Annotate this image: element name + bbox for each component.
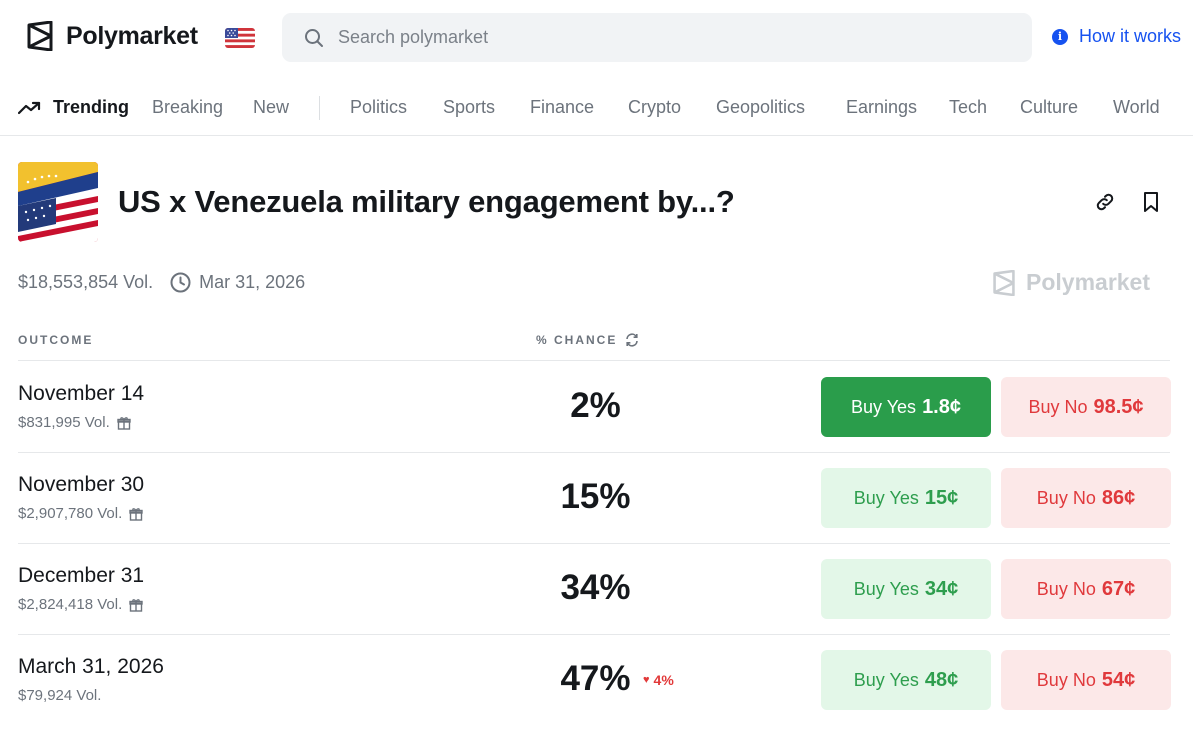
market-end-date: Mar 31, 2026 [199,272,306,292]
info-icon: i [1052,28,1068,45]
buy-yes-button[interactable]: Buy Yes 15¢ [821,468,991,528]
outcome-title: March 31, 2026 [18,655,164,678]
buy-no-button[interactable]: Buy No 98.5¢ [1001,377,1171,437]
outcome-volume: $2,907,780 Vol. [18,505,143,522]
category-nav: Trending Breaking New Politics Sports Fi… [0,86,1193,136]
outcome-row[interactable]: March 31, 2026 $79,924 Vol. 47% ♥ 4% Buy… [18,635,1171,726]
outcome-volume: $79,924 Vol. [18,687,101,704]
nav-item-label: Trending [53,97,129,117]
top-header: Polymarket i How it works [0,0,1193,76]
buy-no-button[interactable]: Buy No 54¢ [1001,650,1171,710]
buy-no-label: Buy No [1028,396,1088,417]
outcomes-table-header: OUTCOME % CHANCE [18,332,1170,361]
how-it-works-link[interactable]: i How it works [1052,26,1181,47]
buy-yes-price: 48¢ [924,668,959,691]
gift-icon [129,507,143,521]
gift-icon [117,416,131,430]
buy-no-button[interactable]: Buy No 67¢ [1001,559,1171,619]
buy-no-label: Buy No [1036,578,1096,599]
market-meta: $18,553,854 Vol. Mar 31, 2026 [18,272,305,293]
nav-item-crypto[interactable]: Crypto [628,97,682,117]
refresh-icon[interactable] [625,333,639,347]
outcome-volume-value: $79,924 Vol. [18,687,102,704]
outcome-title: November 30 [18,473,145,496]
col-outcome: OUTCOME [18,333,94,347]
buy-yes-price: 15¢ [924,486,959,509]
buy-yes-label: Buy Yes [853,578,919,599]
buy-yes-price: 1.8¢ [922,395,961,418]
trending-icon [18,101,41,114]
search-icon [304,28,324,48]
chance-change-value: 4% [653,672,674,688]
polymarket-logo-icon [993,269,1015,296]
us-flag-icon[interactable] [225,28,255,48]
how-it-works-label: How it works [1079,26,1182,46]
nav-item-earnings[interactable]: Earnings [846,97,918,117]
outcome-volume: $2,824,418 Vol. [18,596,143,613]
buy-no-price: 86¢ [1101,486,1136,509]
nav-item-new[interactable]: New [253,97,290,117]
search-input[interactable] [338,27,938,48]
polymarket-logo-icon [27,21,53,51]
market-volume: $18,553,854 Vol. [18,272,154,292]
buy-yes-price: 34¢ [924,577,959,600]
col-chance-label: % CHANCE [536,333,618,347]
buy-no-label: Buy No [1036,669,1096,690]
nav-item-breaking[interactable]: Breaking [152,97,224,117]
buy-yes-label: Buy Yes [853,669,919,690]
nav-item-trending[interactable]: Trending [18,97,129,118]
outcome-chance: 47% [560,659,631,698]
buy-yes-label: Buy Yes [853,487,919,508]
outcome-row[interactable]: December 31 $2,824,418 Vol. 34% Buy Yes … [18,544,1171,635]
nav-item-tech[interactable]: Tech [949,97,988,117]
down-arrow-icon: ♥ [643,674,650,686]
chance-change: ♥ 4% [643,672,674,688]
buy-no-price: 67¢ [1101,577,1136,600]
bookmark-icon[interactable] [1141,191,1161,218]
outcome-row[interactable]: November 30 $2,907,780 Vol. 15% Buy Yes … [18,453,1171,544]
outcome-title: December 31 [18,564,145,587]
buy-yes-button[interactable]: Buy Yes 1.8¢ [821,377,991,437]
outcome-volume-value: $2,907,780 Vol. [18,505,123,522]
buy-yes-label: Buy Yes [851,396,917,417]
nav-item-culture[interactable]: Culture [1020,97,1079,117]
buy-no-label: Buy No [1036,487,1096,508]
outcome-chance: 34% [560,568,631,607]
outcome-chance: 15% [560,477,631,516]
watermark-text: Polymarket [1026,269,1151,295]
outcome-row[interactable]: November 14 $831,995 Vol. 2% Buy Yes 1.8… [18,362,1171,453]
market-thumbnail [18,162,98,242]
outcome-chance: 2% [570,386,621,425]
outcome-volume-value: $2,824,418 Vol. [18,596,123,613]
nav-item-geopolitics[interactable]: Geopolitics [716,97,806,117]
polymarket-watermark: Polymarket [992,269,1150,296]
buy-no-price: 54¢ [1101,668,1136,691]
nav-item-finance[interactable]: Finance [530,97,595,117]
buy-no-price: 98.5¢ [1093,395,1144,418]
search-bar[interactable] [282,13,1032,62]
nav-divider [319,96,320,120]
nav-item-politics[interactable]: Politics [350,97,408,117]
market-title: US x Venezuela military engagement by...… [118,184,735,219]
nav-item-world[interactable]: World [1113,97,1160,117]
outcome-volume-value: $831,995 Vol. [18,414,110,431]
brand-name: Polymarket [66,21,198,50]
clock-icon [170,272,191,293]
nav-item-sports[interactable]: Sports [443,97,496,117]
buy-yes-button[interactable]: Buy Yes 48¢ [821,650,991,710]
copy-link-icon[interactable] [1094,191,1116,218]
buy-no-button[interactable]: Buy No 86¢ [1001,468,1171,528]
col-chance: % CHANCE [536,333,639,347]
gift-icon [129,598,143,612]
outcome-volume: $831,995 Vol. [18,414,131,431]
outcome-title: November 14 [18,382,145,405]
buy-yes-button[interactable]: Buy Yes 34¢ [821,559,991,619]
brand-logo[interactable]: Polymarket [26,21,198,51]
